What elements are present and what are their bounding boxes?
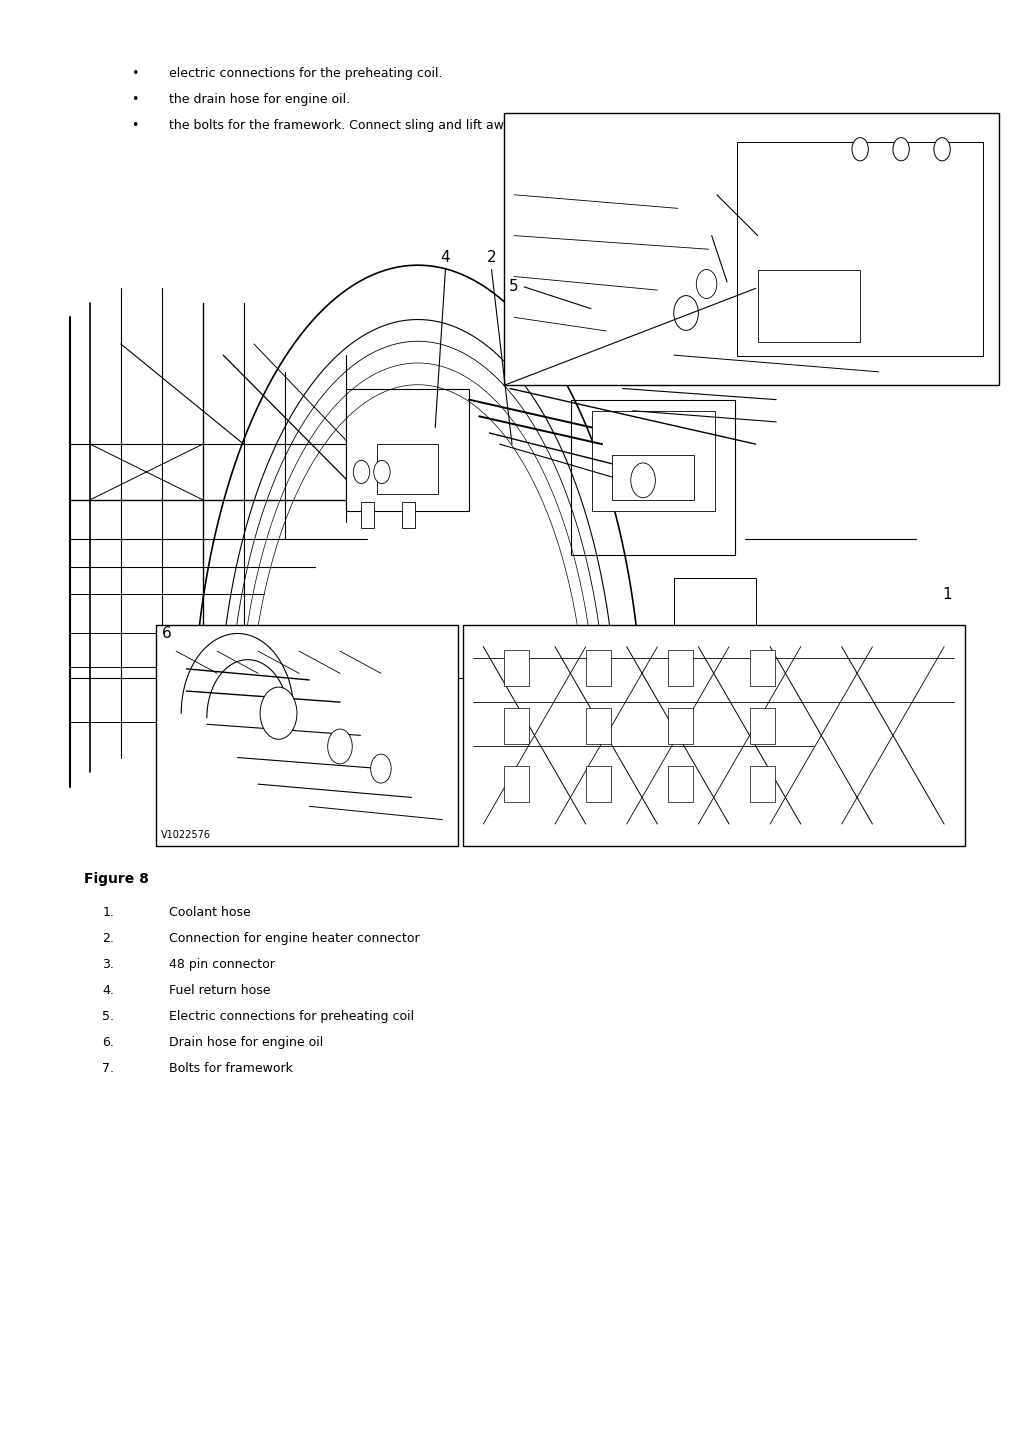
Bar (758, 270, 860, 342)
Text: the drain hose for engine oil.: the drain hose for engine oil. (169, 93, 350, 106)
Bar (737, 142, 983, 356)
Text: Figure 8: Figure 8 (84, 872, 148, 887)
Text: 5: 5 (509, 280, 518, 294)
Text: 48 pin connector: 48 pin connector (169, 958, 274, 971)
Bar (361, 501, 374, 527)
Circle shape (893, 138, 909, 161)
Circle shape (260, 687, 297, 739)
Bar (402, 501, 415, 527)
Text: •: • (131, 93, 138, 106)
Text: •: • (131, 119, 138, 132)
Circle shape (696, 270, 717, 298)
Bar (750, 649, 775, 685)
Text: Drain hose for engine oil: Drain hose for engine oil (169, 1036, 324, 1049)
Bar (586, 707, 611, 743)
Text: the bolts for the framework. Connect sling and lift away.: the bolts for the framework. Connect sli… (169, 119, 521, 132)
Text: electric connections for the preheating coil.: electric connections for the preheating … (169, 67, 442, 80)
Bar (504, 649, 529, 685)
Bar (586, 765, 611, 801)
Text: Connection for engine heater connector: Connection for engine heater connector (169, 932, 420, 945)
Text: Fuel return hose: Fuel return hose (169, 984, 270, 997)
Bar (156, 625, 458, 846)
Circle shape (674, 296, 698, 330)
Text: 2.: 2. (102, 932, 115, 945)
Text: Coolant hose: Coolant hose (169, 906, 251, 919)
Bar (668, 707, 693, 743)
Text: 1.: 1. (102, 906, 115, 919)
Bar (592, 410, 715, 511)
Text: V1022576: V1022576 (161, 830, 211, 840)
Bar (571, 400, 735, 555)
Bar (463, 625, 965, 846)
Text: •: • (131, 67, 138, 80)
Circle shape (371, 753, 391, 782)
Bar (668, 765, 693, 801)
Text: 1: 1 (942, 587, 951, 601)
Bar (504, 765, 529, 801)
Circle shape (328, 729, 352, 764)
Bar (504, 113, 999, 385)
Circle shape (353, 461, 370, 484)
Text: 2: 2 (486, 251, 497, 265)
Bar (668, 649, 693, 685)
Text: 5.: 5. (102, 1010, 115, 1023)
Text: 3.: 3. (102, 958, 115, 971)
Circle shape (697, 772, 722, 807)
Bar (586, 649, 611, 685)
Bar (750, 707, 775, 743)
Text: 7.: 7. (102, 1062, 115, 1075)
Bar (504, 707, 529, 743)
Bar (674, 578, 756, 688)
Bar (750, 765, 775, 801)
Circle shape (852, 138, 868, 161)
Text: 6.: 6. (102, 1036, 115, 1049)
Bar (612, 455, 694, 500)
Text: Bolts for framework: Bolts for framework (169, 1062, 293, 1075)
Text: 4: 4 (440, 251, 451, 265)
Bar (346, 388, 469, 511)
Text: 4.: 4. (102, 984, 115, 997)
Circle shape (631, 462, 655, 497)
Bar (377, 443, 438, 494)
Text: Electric connections for preheating coil: Electric connections for preheating coil (169, 1010, 414, 1023)
Bar (694, 694, 745, 761)
Circle shape (934, 138, 950, 161)
Circle shape (374, 461, 390, 484)
Text: 6: 6 (162, 626, 172, 640)
